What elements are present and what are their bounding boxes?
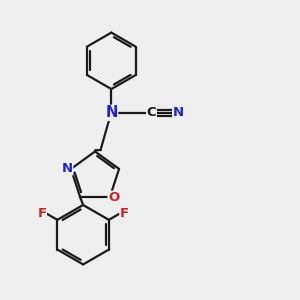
Text: N: N: [61, 162, 73, 175]
Text: C: C: [147, 106, 156, 119]
Text: F: F: [37, 206, 46, 220]
Text: F: F: [120, 206, 129, 220]
Text: N: N: [105, 105, 118, 120]
Text: N: N: [173, 106, 184, 119]
Text: O: O: [108, 191, 119, 204]
